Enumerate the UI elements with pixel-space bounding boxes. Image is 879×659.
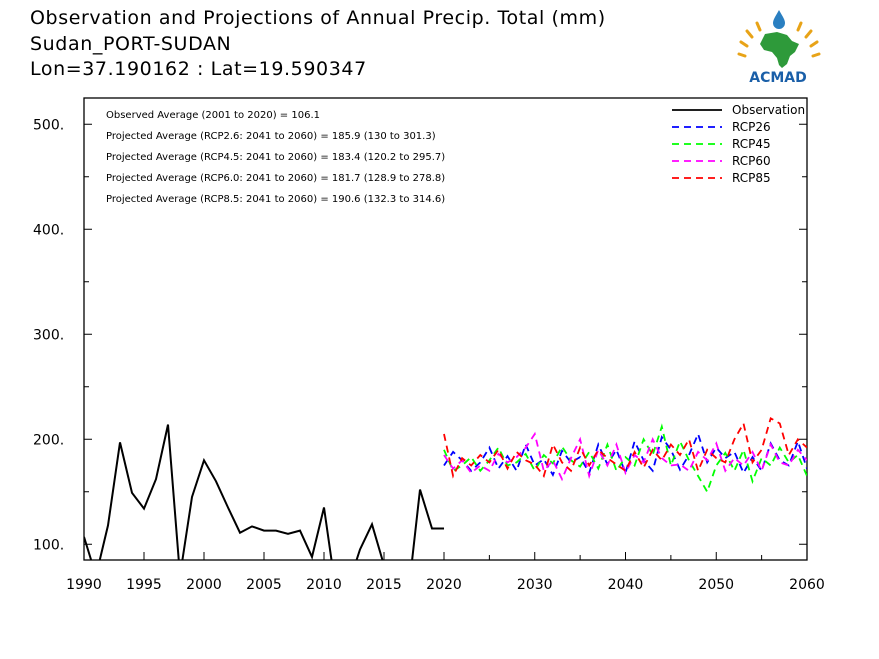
x-tick-label: 2030 <box>517 577 553 593</box>
africa-map-icon <box>760 32 799 68</box>
y-tick-label: 300. <box>33 327 64 343</box>
x-tick-label: 1990 <box>66 577 102 593</box>
sun-rays-icon <box>737 21 821 58</box>
logo-text: ACMAD <box>749 70 807 84</box>
series-line-rcp26 <box>443 431 807 477</box>
y-tick-label: 200. <box>33 432 64 448</box>
x-tick-label: 2005 <box>246 577 282 593</box>
annotation-text: Observed Average (2001 to 2020) = 106.1 <box>106 110 320 121</box>
x-tick-label: 2060 <box>789 577 825 593</box>
legend: Observation RCP26 RCP45 RCP60 RCP85 <box>672 103 805 185</box>
chart-subtitle-coords: Lon=37.190162 : Lat=19.590347 <box>30 58 367 80</box>
y-tick-label: 500. <box>33 117 64 133</box>
annotation-text: Projected Average (RCP6.0: 2041 to 2060)… <box>106 173 445 184</box>
y-axis: 100. 200. 300. 400. 500. <box>33 117 807 553</box>
x-tick-label: 2000 <box>186 577 222 593</box>
water-drop-icon <box>773 10 785 29</box>
x-axis: 1990 1995 2000 2005 2010 2015 2020 2030 2040 2050… <box>66 552 825 593</box>
annotations: Observed Average (2001 to 2020) = 106.1 P… <box>106 110 445 205</box>
legend-label: RCP26 <box>732 120 771 134</box>
x-tick-label: 2015 <box>366 577 402 593</box>
chart-subtitle-station: Sudan_PORT-SUDAN <box>30 33 232 55</box>
y-tick-label: 400. <box>33 222 64 238</box>
chart-title: Observation and Projections of Annual Pr… <box>30 7 606 29</box>
x-tick-label: 2040 <box>608 577 644 593</box>
x-tick-label: 2010 <box>306 577 342 593</box>
acmad-logo: ACMAD <box>735 8 821 86</box>
plot-frame <box>83 97 808 561</box>
annotation-text: Projected Average (RCP2.6: 2041 to 2060)… <box>106 131 436 142</box>
series-line-rcp85 <box>443 416 807 479</box>
legend-label: RCP60 <box>732 154 771 168</box>
series-lines <box>84 416 807 560</box>
annotation-text: Projected Average (RCP4.5: 2041 to 2060)… <box>106 152 445 163</box>
y-tick-label: 100. <box>33 537 64 553</box>
x-tick-label: 2050 <box>698 577 734 593</box>
legend-label: RCP85 <box>732 171 771 185</box>
x-tick-label: 1995 <box>126 577 162 593</box>
legend-label: Observation <box>732 103 805 117</box>
legend-label: RCP45 <box>732 137 771 151</box>
annotation-text: Projected Average (RCP8.5: 2041 to 2060)… <box>106 194 445 205</box>
x-tick-label: 2020 <box>426 577 462 593</box>
